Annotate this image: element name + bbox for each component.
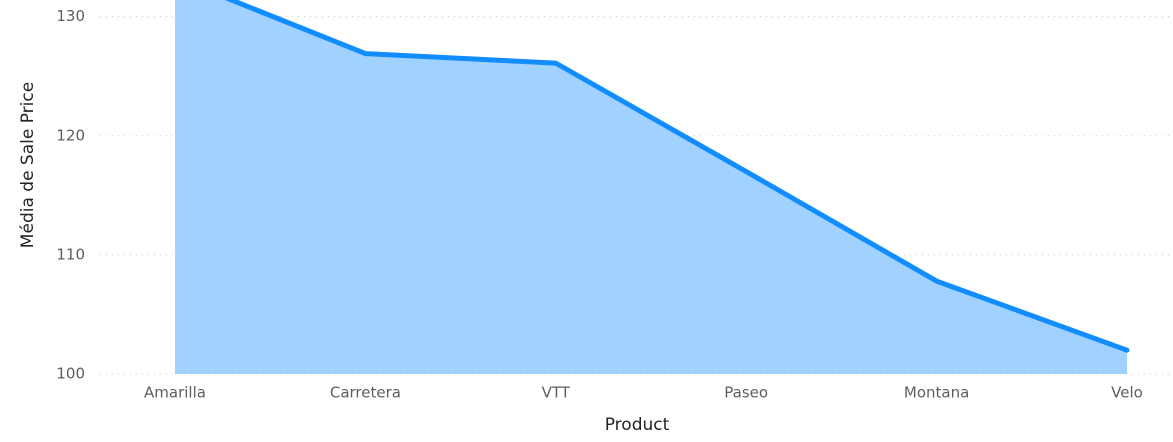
y-tick-label: 130 <box>56 7 85 25</box>
y-tick-label: 120 <box>56 126 85 144</box>
x-tick-label: Amarilla <box>144 384 206 402</box>
line <box>224 0 1130 353</box>
x-axis-title: Product <box>605 415 670 435</box>
area <box>175 0 1127 374</box>
y-axis-title: Média de Sale Price <box>18 82 38 248</box>
y-tick-label: 100 <box>56 365 85 383</box>
x-tick-label: VTT <box>542 384 571 402</box>
y-tick-label: 110 <box>56 245 85 263</box>
x-tick-label: Montana <box>904 384 969 402</box>
x-tick-label: Paseo <box>724 384 768 402</box>
x-tick-label: Carretera <box>330 384 401 402</box>
x-tick-label: Velo <box>1111 384 1143 402</box>
